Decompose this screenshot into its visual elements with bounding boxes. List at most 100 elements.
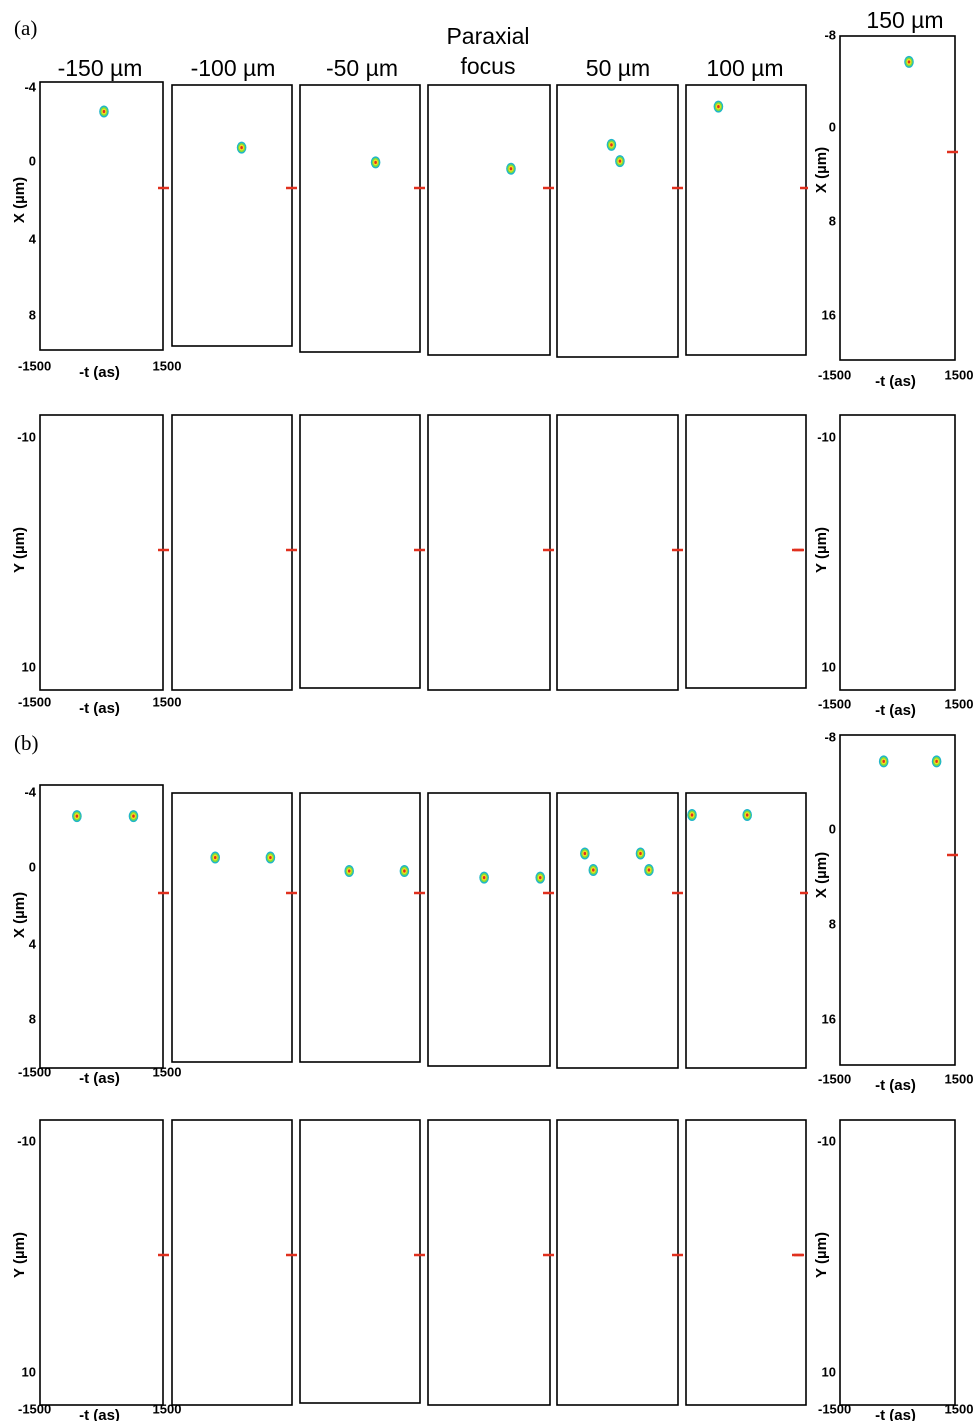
x-axis-label: -t (as) bbox=[79, 1070, 120, 1087]
panel-label: (b) bbox=[14, 731, 39, 755]
hot-spot bbox=[538, 876, 542, 880]
panel bbox=[839, 734, 956, 1066]
y-tick-label: -10 bbox=[17, 429, 36, 444]
y-tick-label: 16 bbox=[822, 1011, 836, 1026]
panel bbox=[171, 84, 293, 347]
x-axis-label: -t (as) bbox=[875, 373, 916, 390]
x-tick-label: 1500 bbox=[153, 358, 182, 373]
hot-spot bbox=[374, 160, 377, 165]
panel-label: (a) bbox=[14, 16, 37, 40]
x-tick-label: -1500 bbox=[818, 1071, 851, 1086]
panel bbox=[839, 1119, 956, 1406]
hot-spot bbox=[717, 105, 720, 109]
panel bbox=[685, 1119, 807, 1406]
x-tick-label: -1500 bbox=[18, 694, 51, 709]
y-tick-label: 8 bbox=[29, 307, 36, 322]
hot-spot bbox=[509, 167, 513, 171]
y-tick-label: 8 bbox=[829, 916, 836, 931]
hot-spot bbox=[269, 855, 272, 860]
x-tick-label: -1500 bbox=[18, 1064, 51, 1079]
panel bbox=[839, 414, 956, 691]
panel bbox=[556, 1119, 679, 1406]
y-tick-label: 8 bbox=[829, 213, 836, 228]
x-tick-label: -1500 bbox=[818, 696, 851, 711]
y-tick-label: 0 bbox=[829, 821, 836, 836]
y-axis-label: Y (µm) bbox=[11, 527, 28, 573]
y-tick-label: 0 bbox=[829, 119, 836, 134]
y-tick-label: 0 bbox=[29, 153, 36, 168]
panel bbox=[556, 84, 679, 358]
column-header: -100 µm bbox=[191, 55, 276, 81]
y-axis-label: Y (µm) bbox=[11, 1232, 28, 1278]
hot-spot bbox=[639, 851, 642, 856]
hot-spot bbox=[745, 813, 749, 817]
hot-spot bbox=[618, 159, 622, 163]
x-tick-label: 1500 bbox=[945, 696, 974, 711]
x-tick-label: 1500 bbox=[153, 1064, 182, 1079]
x-tick-label: 1500 bbox=[153, 1401, 182, 1416]
y-axis-label: X (µm) bbox=[11, 892, 28, 938]
y-tick-label: 8 bbox=[29, 1011, 36, 1026]
y-tick-label: -10 bbox=[817, 429, 836, 444]
x-tick-label: 1500 bbox=[945, 1401, 974, 1416]
panel bbox=[427, 792, 551, 1067]
panel bbox=[171, 414, 293, 691]
y-tick-label: 4 bbox=[29, 231, 37, 246]
y-tick-label: 10 bbox=[822, 1364, 836, 1379]
panel bbox=[556, 792, 679, 1069]
x-tick-label: 1500 bbox=[945, 367, 974, 382]
hot-spot bbox=[403, 869, 406, 873]
panel bbox=[427, 414, 551, 691]
hot-spot bbox=[690, 813, 694, 817]
y-axis-label: X (µm) bbox=[813, 147, 830, 193]
hot-spot bbox=[610, 143, 613, 147]
hot-spot bbox=[482, 876, 486, 880]
x-axis-label: -t (as) bbox=[79, 1407, 120, 1421]
panel bbox=[839, 35, 956, 361]
y-tick-label: 0 bbox=[29, 859, 36, 874]
panel bbox=[171, 792, 293, 1063]
column-header: -50 µm bbox=[326, 55, 398, 81]
y-tick-label: 4 bbox=[29, 936, 37, 951]
x-tick-label: 1500 bbox=[945, 1071, 974, 1086]
panel bbox=[685, 414, 807, 689]
y-tick-label: -10 bbox=[17, 1133, 36, 1148]
x-tick-label: 1500 bbox=[153, 694, 182, 709]
y-tick-label: -10 bbox=[817, 1133, 836, 1148]
hot-spot bbox=[102, 109, 106, 114]
panel bbox=[685, 84, 807, 356]
y-tick-label: 10 bbox=[22, 659, 36, 674]
x-axis-label: -t (as) bbox=[875, 1077, 916, 1094]
y-tick-label: -4 bbox=[24, 784, 36, 799]
column-header: 50 µm bbox=[586, 55, 650, 81]
column-header: 100 µm bbox=[706, 55, 783, 81]
y-tick-label: 10 bbox=[22, 1364, 36, 1379]
y-tick-label: -8 bbox=[824, 729, 836, 744]
hot-spot bbox=[882, 759, 885, 764]
panel bbox=[556, 414, 679, 691]
x-axis-label: -t (as) bbox=[875, 1407, 916, 1421]
panel bbox=[427, 84, 551, 356]
x-axis-label: -t (as) bbox=[79, 700, 120, 717]
hot-spot bbox=[132, 814, 135, 818]
panel bbox=[685, 792, 807, 1069]
panel bbox=[39, 81, 164, 351]
y-tick-label: -8 bbox=[824, 27, 836, 42]
hot-spot bbox=[213, 855, 217, 860]
hot-spot bbox=[647, 868, 651, 872]
x-tick-label: -1500 bbox=[818, 367, 851, 382]
hot-spot bbox=[240, 146, 243, 150]
hot-spot bbox=[347, 869, 351, 873]
y-axis-label: Y (µm) bbox=[813, 1232, 830, 1278]
y-axis-label: X (µm) bbox=[11, 177, 28, 223]
x-tick-label: -1500 bbox=[18, 1401, 51, 1416]
panel bbox=[299, 792, 421, 1063]
x-axis-label: -t (as) bbox=[875, 702, 916, 719]
panel bbox=[171, 1119, 293, 1406]
y-tick-label: -4 bbox=[24, 79, 36, 94]
y-tick-label: 10 bbox=[822, 659, 836, 674]
panel bbox=[299, 1119, 421, 1404]
column-header: -150 µm bbox=[58, 55, 143, 81]
panel bbox=[427, 1119, 551, 1406]
